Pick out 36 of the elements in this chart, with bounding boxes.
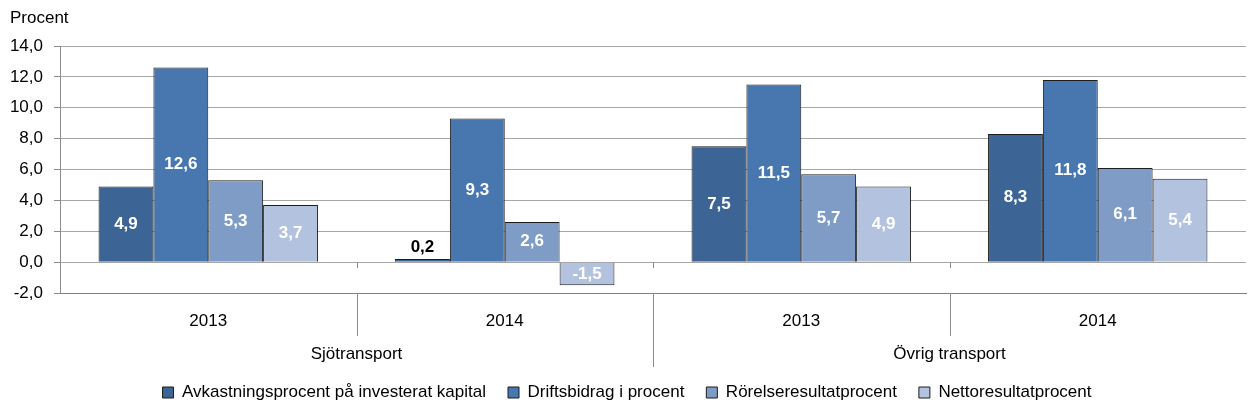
data-label: -1,5 [572,263,602,283]
data-label: 9,3 [465,179,490,199]
data-label: 5,4 [1168,209,1193,229]
data-label: 11,5 [757,162,790,182]
y-tick-label: 6,0 [19,159,43,179]
x-tick-label: 2013 [189,310,228,330]
x-tick-label: 2014 [485,310,524,330]
data-label: 11,8 [1054,160,1087,180]
text: Övrig transport [893,343,1006,363]
data-label: 7,5 [707,193,731,213]
x-tick-label: 2013 [782,310,821,330]
data-label: 5,7 [816,207,841,227]
data-label: 4,9 [114,213,138,233]
y-tick-label: 8,0 [19,128,43,148]
y-axis-title: Procent [10,7,69,27]
y-tick-label: 2,0 [19,220,43,240]
legend-label: Avkastningsprocent på investerat kapital [182,382,487,402]
legend-label: Driftsbidrag i procent [527,382,685,402]
y-tick-label: 12,0 [9,66,43,86]
data-label: 5,3 [223,210,248,230]
data-label: 12,6 [164,154,198,174]
y-tick-label: -2,0 [13,282,43,302]
legend-label: Rörelseresultatprocent [725,382,898,402]
data-label: 2,6 [520,231,544,251]
x-tick-label: 2014 [1078,310,1117,330]
y-tick-label: 0,0 [19,251,43,271]
legend-label: Nettoresultatprocent [938,382,1092,402]
y-tick-label: 4,0 [19,190,43,210]
data-label: 3,7 [278,223,303,242]
text: Sjötransport [310,343,403,363]
data-label: 4,9 [871,213,896,233]
data-label: 6,1 [1113,204,1137,224]
y-tick-label: 14,0 [9,35,43,55]
y-tick-label: 10,0 [9,97,43,117]
data-label: 8,3 [1003,187,1028,207]
data-label: 0,2 [410,237,435,257]
